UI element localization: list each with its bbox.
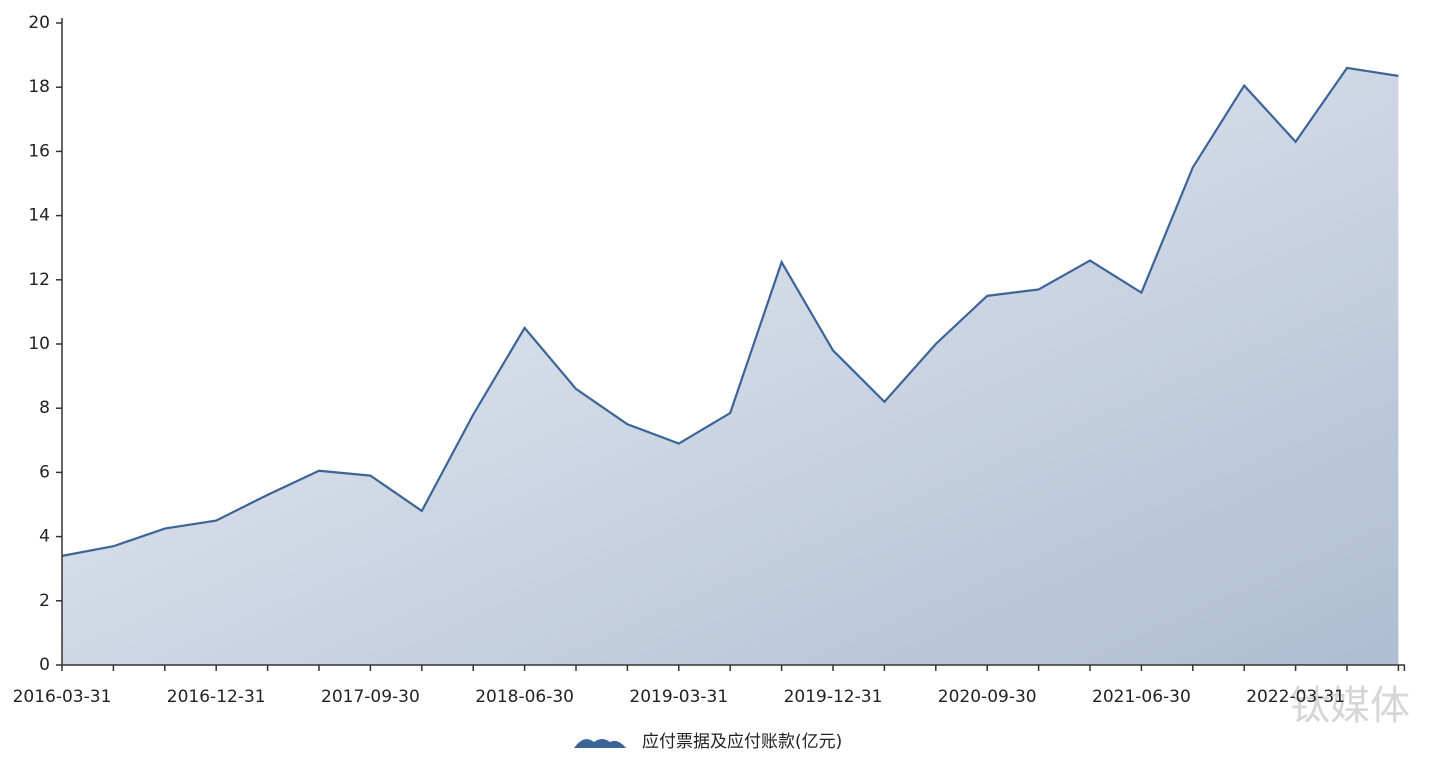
x-tick-label: 2019-12-31	[784, 687, 883, 707]
legend-label: 应付票据及应付账款(亿元)	[642, 732, 842, 752]
x-tick-label: 2016-12-31	[167, 687, 266, 707]
plot	[61, 66, 1399, 665]
y-tick-label: 10	[28, 334, 50, 354]
y-tick-label: 6	[39, 462, 50, 482]
y-tick-label: 0	[39, 655, 50, 675]
y-tick-label: 20	[28, 13, 50, 33]
x-tick-label: 2020-09-30	[938, 687, 1037, 707]
y-tick-label: 16	[28, 141, 50, 161]
line	[61, 66, 1399, 557]
y-tick-label: 12	[28, 270, 50, 290]
x-tick-label: 2018-06-30	[475, 687, 574, 707]
area	[62, 67, 1399, 665]
x-tick-label: 2016-03-31	[13, 687, 112, 707]
y-tick-label: 4	[39, 527, 50, 547]
x-tick-label: 2021-06-30	[1092, 687, 1191, 707]
y-tick-label: 8	[39, 398, 50, 418]
watermark: 钛媒体	[1290, 683, 1410, 729]
legend-icon	[574, 739, 626, 748]
y-tick-label: 18	[28, 77, 50, 97]
x-tick-label: 2017-09-30	[321, 687, 420, 707]
y-tick-label: 2	[39, 591, 50, 611]
y-tick-label: 14	[28, 206, 50, 226]
x-tick-label: 2019-03-31	[629, 687, 728, 707]
x-tick-label: 2022-03-31	[1246, 687, 1345, 707]
